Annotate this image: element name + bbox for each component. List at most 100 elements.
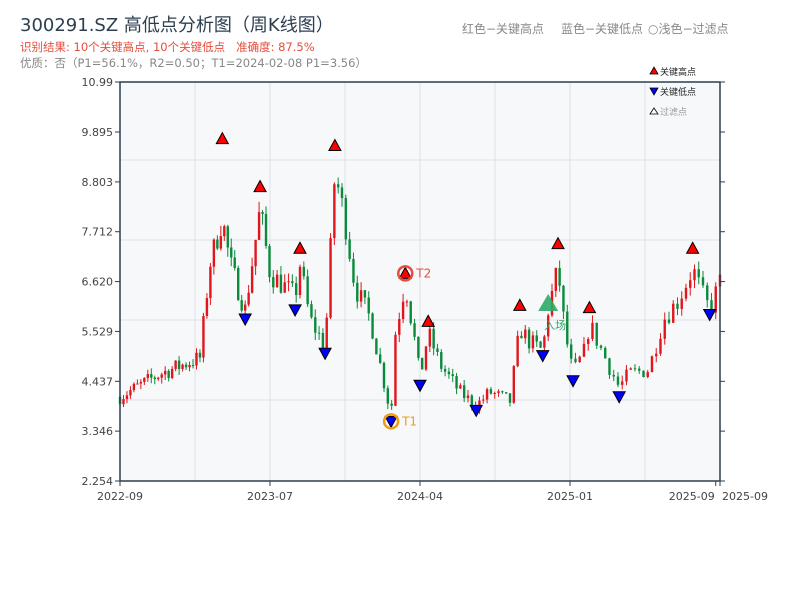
candle-body <box>570 344 573 359</box>
key-high-marker <box>582 300 597 314</box>
candle-body <box>129 390 132 396</box>
candle-body <box>398 319 401 335</box>
key-high-marker <box>512 298 527 311</box>
x-tick-label: 2025-09 <box>722 490 768 503</box>
candle-body <box>539 341 542 348</box>
candle-body <box>701 277 705 286</box>
candle-body <box>489 389 493 394</box>
key-high-marker <box>685 241 700 254</box>
candle-body <box>625 369 628 382</box>
candle-body <box>283 282 286 293</box>
candle-body <box>132 383 136 391</box>
legend-filtered-icon <box>649 107 659 115</box>
candle-body <box>174 360 177 369</box>
candle-body <box>240 300 243 311</box>
candle-body <box>543 336 546 348</box>
candle-body <box>440 351 443 369</box>
candle-body <box>405 301 409 303</box>
candle-body <box>157 377 160 380</box>
candle-body <box>247 292 250 305</box>
candle-body <box>524 329 527 339</box>
candle-body <box>420 357 424 370</box>
candle-body <box>516 335 519 367</box>
x-tick-label: 2022-09 <box>97 490 143 503</box>
candle-body <box>558 268 561 286</box>
candle-body <box>655 353 658 357</box>
candle-body <box>233 257 236 268</box>
key-high-marker <box>215 131 230 145</box>
legend-top-low: 蓝色−关键低点 <box>561 22 643 36</box>
candle-body <box>291 281 294 284</box>
y-tick-label: 7.712 <box>82 226 114 239</box>
key-high-marker <box>551 236 565 250</box>
candle-body <box>279 274 283 293</box>
candle-body <box>188 365 191 368</box>
legend-top-high: 红色−关键高点 <box>462 21 544 36</box>
candle-body <box>621 381 624 385</box>
candle-body <box>608 358 611 375</box>
candle-body <box>367 297 370 314</box>
candle-body <box>710 300 713 313</box>
key-low-marker <box>384 415 398 429</box>
candle-body <box>191 365 195 367</box>
candle-body <box>272 277 275 288</box>
legend-high-icon <box>649 66 659 75</box>
candle-body <box>447 371 451 375</box>
candle-body <box>531 335 535 349</box>
candle-body <box>261 212 264 214</box>
x-tick-label: 2024-04 <box>397 490 443 503</box>
candle-body <box>512 366 516 403</box>
candle-body <box>470 395 474 407</box>
candle-body <box>676 303 679 309</box>
candle-body <box>443 368 447 372</box>
candle-body <box>566 311 569 345</box>
candle-body <box>287 281 290 283</box>
candle-body <box>599 345 603 348</box>
annotation-circle-t2 <box>397 265 414 282</box>
candle-body <box>268 246 271 278</box>
y-tick-label: 6.620 <box>82 276 114 289</box>
candle-body <box>659 338 662 354</box>
candle-body <box>333 184 336 239</box>
y-tick-label: 4.437 <box>82 375 114 388</box>
candle-body <box>160 374 163 378</box>
key-high-marker <box>398 266 413 279</box>
candle-body <box>226 226 229 248</box>
candle-body <box>714 286 717 313</box>
candle-body <box>497 391 500 393</box>
candle-body <box>587 339 590 344</box>
candle-body <box>167 370 170 378</box>
legend-top-filtered: ○浅色−过滤点 <box>648 22 729 36</box>
candle-body <box>348 239 351 259</box>
candle-body <box>230 247 233 258</box>
candle-body <box>582 343 586 357</box>
key-low-marker <box>702 308 717 322</box>
candle-body <box>139 381 143 384</box>
candle-body <box>680 298 683 309</box>
axes: 2.254 3.346 4.437 5.529 6.620 7.712 8.803 9.895… <box>82 76 768 503</box>
candle-body <box>125 395 129 400</box>
candle-body <box>646 372 649 377</box>
candle-body <box>633 368 637 370</box>
candle-body <box>436 348 439 352</box>
candle-body <box>195 352 198 366</box>
candle-body <box>209 266 212 299</box>
legend: 关键高点 关键低点 过滤点 <box>649 66 696 118</box>
candle-body <box>462 385 466 399</box>
candle-body <box>325 317 328 349</box>
candle-body <box>390 403 393 406</box>
candle-body <box>642 370 645 377</box>
annotation-label-t2: T2 <box>415 266 431 280</box>
candle-body <box>298 266 302 296</box>
x-tick-label: 2023-07 <box>247 490 293 503</box>
candle-body <box>520 335 523 339</box>
candle-body <box>336 184 340 188</box>
candle-body <box>219 236 223 249</box>
candle-body <box>340 187 344 199</box>
candle-body <box>706 285 709 301</box>
candle-body <box>163 370 167 375</box>
quality-line: 优质：否（P1=56.1%，R2=0.50；T1=2024-02-08 P1=3… <box>20 56 367 70</box>
candle-body <box>451 374 454 377</box>
candle-body <box>629 368 632 370</box>
y-tick-label: 5.529 <box>82 325 114 338</box>
